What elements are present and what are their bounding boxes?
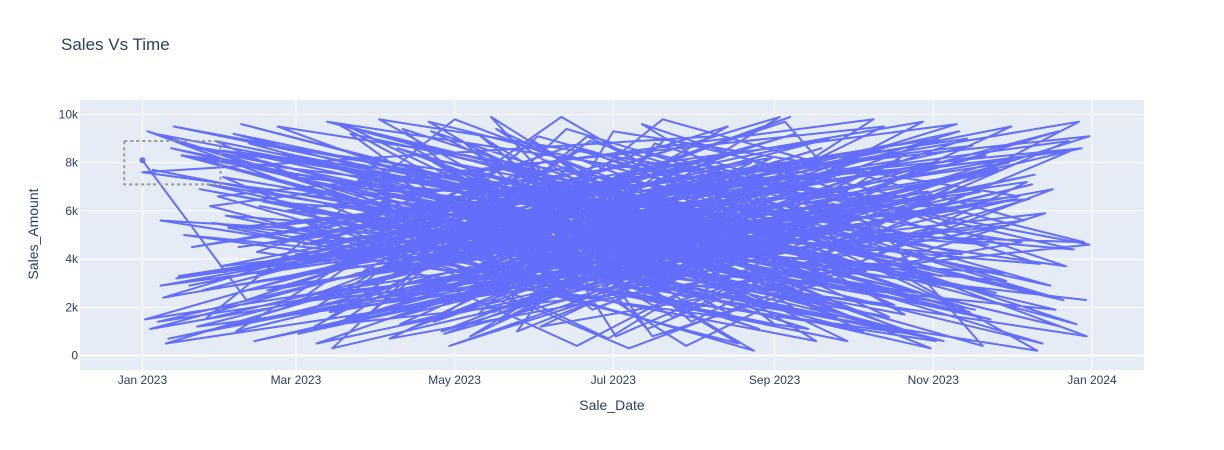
series-point[interactable] [139, 157, 146, 164]
x-tick-label: Jan 2023 [118, 373, 168, 387]
y-tick-label: 2k [65, 300, 79, 314]
y-tick-label: 0 [71, 349, 78, 363]
y-tick-label: 4k [65, 252, 79, 266]
zoom-selection-rect[interactable] [123, 139, 222, 186]
x-tick-label: May 2023 [428, 373, 481, 387]
y-axis-ticks: 0 2k 4k 6k 8k 10k [59, 107, 79, 362]
x-tick-label: Jan 2024 [1067, 373, 1117, 387]
series-line-0[interactable] [141, 115, 1091, 352]
x-tick-label: Jul 2023 [591, 373, 637, 387]
y-tick-label: 10k [59, 107, 79, 121]
x-axis-title: Sale_Date [579, 397, 645, 413]
x-axis-ticks: Jan 2023 Mar 2023 May 2023 Jul 2023 Sep 2023… [118, 373, 1117, 387]
y-tick-label: 8k [65, 156, 79, 170]
x-tick-label: Sep 2023 [749, 373, 801, 387]
series-lines[interactable] [139, 115, 1091, 352]
y-tick-label: 6k [65, 204, 79, 218]
x-tick-label: Nov 2023 [908, 373, 960, 387]
selection-box[interactable] [123, 139, 222, 186]
x-tick-label: Mar 2023 [271, 373, 322, 387]
chart-title: Sales Vs Time [61, 35, 170, 54]
y-axis-title: Sales_Amount [25, 188, 41, 279]
